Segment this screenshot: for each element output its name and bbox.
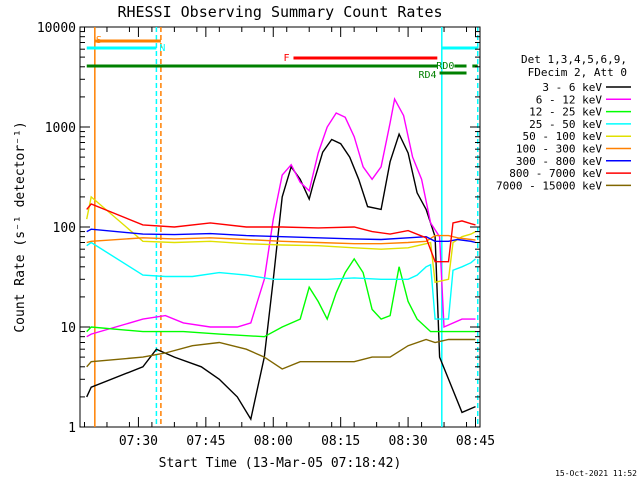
legend-entry-label: 100 - 300 keV [516,143,602,156]
legend-entry-label: 800 - 7000 keV [509,167,602,180]
legend-entry-label: 6 - 12 keV [536,93,603,106]
series-line [86,203,476,263]
y-tick-label: 100 [53,221,76,236]
series-layer [86,97,476,421]
y-ticks-layer: 1 10 100 1000 10000 [37,21,480,436]
legend-entry-label: 300 - 800 keV [516,155,602,168]
x-tick-label: 08:45 [456,434,495,449]
chart-title: RHESSI Observing Summary Count Rates [117,3,442,21]
x-tick-label: 08:15 [321,434,360,449]
series-line [86,338,476,370]
x-tick-label: 07:45 [186,434,225,449]
legend-entry-label: 12 - 25 keV [529,106,602,119]
x-ticks-layer: 07:30 07:45 08:00 08:15 08:30 08:45 [83,27,495,449]
series-line [86,97,476,338]
series-line [86,195,476,284]
series-line [86,132,476,421]
legend-entry-label: 50 - 100 keV [523,130,603,143]
x-tick-label: 08:00 [254,434,293,449]
legend-entry-label: 3 - 6 keV [542,81,602,94]
y-tick-label: 1 [68,421,76,436]
legend-entry-label: 7000 - 15000 keV [496,179,602,192]
series-line [86,241,476,320]
flag-label: F [283,53,289,64]
legend-header-line: Det 1,3,4,5,6,9, [521,53,627,66]
series-line [86,257,476,338]
flag-label: N [159,43,165,54]
y-axis-label: Count Rate (s⁻¹ detector⁻¹) [13,121,28,332]
footer-timestamp: 15-Oct-2021 11:52 [555,469,637,478]
legend-header-line: FDecim 2, Att 0 [528,66,627,79]
legend-entry-label: 25 - 50 keV [529,118,602,131]
flag-label: S [96,35,102,46]
flag-label: RD4 [418,70,436,81]
legend: Det 1,3,4,5,6,9,FDecim 2, Att 0 3 - 6 keV… [496,53,631,192]
y-tick-label: 10 [60,321,76,336]
y-tick-label: 1000 [45,121,76,136]
x-axis-label: Start Time (13-Mar-05 07:18:42) [159,456,402,471]
flag-label: RD0 [436,61,454,72]
y-tick-label: 10000 [37,21,76,36]
x-tick-label: 08:30 [389,434,428,449]
x-tick-label: 07:30 [119,434,158,449]
